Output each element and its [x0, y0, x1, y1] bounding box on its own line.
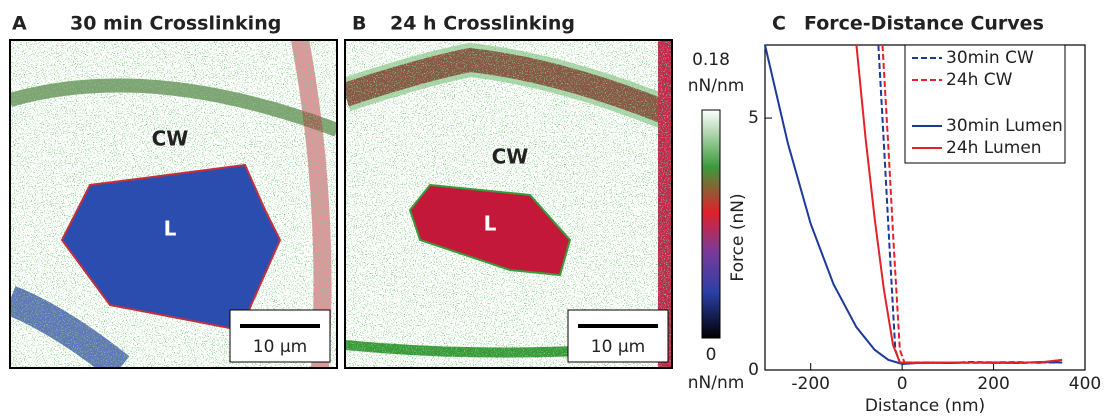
region-label: CW [152, 127, 189, 151]
x-axis-label: Distance (nm) [865, 396, 985, 416]
x-tick-label: 200 [977, 374, 1009, 394]
colorbar-tick-label: 0.18 [692, 50, 730, 70]
x-tick-label: 0 [897, 374, 908, 394]
legend-label: 24h CW [946, 70, 1013, 90]
region-label: CW [492, 145, 529, 169]
colorbar-tick-label: 0 [706, 345, 717, 365]
legend-label: 24h Lumen [946, 138, 1042, 158]
legend-label: 30min Lumen [946, 116, 1063, 136]
y-tick-label: 0 [748, 360, 759, 380]
chart-title: Force-Distance Curves [804, 13, 1044, 35]
region-label: L [164, 217, 177, 241]
y-tick-label: 5 [748, 108, 759, 128]
panel-title: 30 min Crosslinking [70, 13, 281, 35]
scale-bar-label: 10 µm [253, 337, 307, 357]
y-axis-label: Force (nN) [728, 193, 748, 281]
legend-label: 30min CW [946, 48, 1034, 68]
colorbar-unit: nN/nm [688, 76, 745, 96]
region-label: L [484, 212, 497, 236]
x-tick-label: -200 [791, 374, 830, 394]
colorbar [702, 110, 720, 338]
page: {"panels": [ {"letter": "A", "title": "3… [0, 0, 1110, 416]
scale-bar-label: 10 µm [591, 337, 645, 357]
panel-letter: C [772, 13, 786, 35]
figure: A 30 min Crosslinking CW L 10 µm B 24 h … [0, 0, 1110, 416]
panel-letter: B [352, 13, 366, 35]
colorbar-unit: nN/nm [688, 373, 745, 393]
panel-title: 24 h Crosslinking [390, 13, 575, 35]
panel-letter: A [12, 13, 27, 35]
x-tick-label: 400 [1069, 374, 1101, 394]
